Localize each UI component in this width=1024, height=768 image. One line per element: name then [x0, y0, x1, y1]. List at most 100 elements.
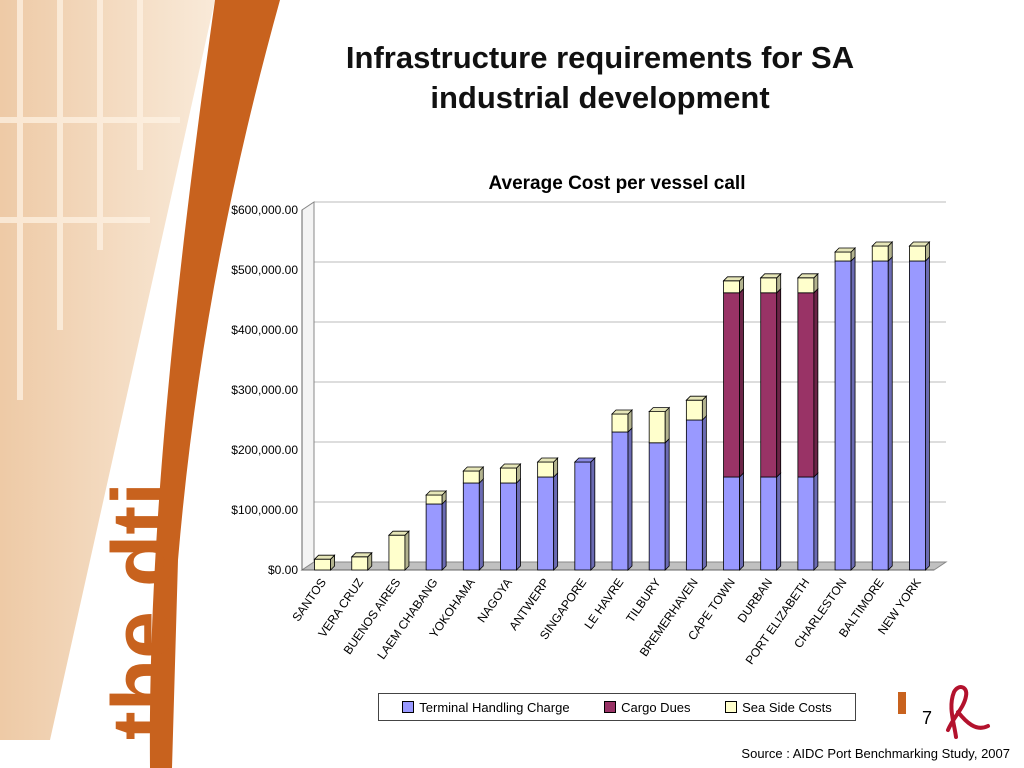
bar-top — [759, 273, 782, 279]
legend-swatch-cargo — [604, 701, 617, 713]
bar-side — [404, 530, 410, 571]
bar-segment — [425, 499, 447, 571]
bar-segment — [871, 256, 893, 571]
bar-front — [351, 556, 369, 571]
legend-swatch-terminal — [402, 701, 415, 713]
bar-front — [537, 476, 555, 571]
bar-front — [685, 419, 703, 571]
slide-title-line2: industrial development — [430, 80, 770, 115]
bar-front — [388, 534, 406, 571]
bar-front — [760, 476, 778, 571]
bar-side — [701, 415, 707, 571]
bar-segment — [611, 409, 633, 433]
bar-segment — [723, 287, 744, 478]
legend-item-terminal: Terminal Handling Charge — [402, 699, 570, 715]
bars — [313, 241, 931, 571]
bar-front — [797, 277, 815, 294]
bar-top — [462, 466, 485, 472]
bar-front — [537, 461, 555, 478]
bar-top — [648, 407, 671, 413]
bar-segment — [760, 287, 782, 478]
legend: Terminal Handling Charge Cargo Dues Sea … — [378, 693, 856, 721]
bar-segment — [834, 247, 857, 262]
bar-front — [685, 399, 703, 421]
bar-front — [909, 245, 926, 262]
bar-segment — [462, 478, 484, 571]
bar-segment — [797, 287, 819, 478]
x-tick-label: NAGOYA — [475, 576, 515, 625]
bar-front — [500, 467, 517, 484]
legend-label-terminal: Terminal Handling Charge — [419, 699, 570, 715]
x-tick-label: SANTOS — [289, 576, 329, 624]
bar-side — [776, 472, 782, 571]
bar-top — [722, 276, 745, 282]
bar-segment — [648, 406, 671, 444]
y-tick-label: $500,000.00 — [231, 263, 298, 277]
bar-segment — [537, 472, 559, 571]
bar-front — [834, 251, 852, 262]
bar-front — [797, 476, 815, 571]
bar-top — [796, 273, 819, 279]
bar-segment — [685, 415, 707, 571]
bar-top — [536, 457, 559, 463]
ribbon-logo-icon — [898, 685, 990, 739]
bar-side — [664, 437, 670, 571]
source-note: Source : AIDC Port Benchmarking Study, 2… — [741, 746, 1010, 761]
y-tick-label: $400,000.00 — [231, 323, 298, 337]
bar-top — [871, 241, 894, 247]
bar-top — [425, 490, 448, 496]
bar-segment — [722, 275, 745, 294]
bar-top — [611, 409, 633, 415]
side-wall — [301, 201, 315, 571]
bar-segment — [350, 551, 373, 571]
bar-segment — [909, 256, 930, 571]
bar-side — [516, 478, 521, 571]
bar-side — [478, 478, 484, 571]
bar-segment — [908, 241, 931, 262]
bar-front — [611, 431, 629, 571]
legend-item-cargo: Cargo Dues — [604, 699, 691, 715]
bar-side — [739, 472, 744, 571]
bar-front — [648, 411, 666, 444]
bar-side — [627, 427, 633, 571]
bar-segment — [648, 437, 670, 571]
bar-side — [813, 472, 819, 571]
bar-segment — [759, 272, 782, 294]
bar-front — [871, 260, 889, 571]
bar-segment — [536, 457, 559, 478]
brand-decoration: the dti — [0, 0, 280, 768]
bar-front — [500, 482, 517, 571]
bar-front — [425, 503, 443, 571]
bar-front — [723, 280, 740, 294]
bar-segment — [760, 472, 782, 571]
bar-top — [685, 395, 708, 401]
bar-top — [387, 530, 410, 536]
y-tick-label: $600,000.00 — [231, 203, 298, 217]
page-number: 7 — [922, 708, 933, 728]
bar-top — [350, 552, 373, 558]
bar-segment — [834, 256, 856, 571]
tick-labels: $0.00 $100,000.00 $200,000.00 $300,000.00 $4… — [231, 203, 924, 667]
bar-segment — [611, 427, 633, 571]
bar-front — [760, 292, 778, 478]
bar-front — [574, 461, 592, 571]
bar-front — [834, 260, 852, 571]
bar-top — [834, 247, 857, 253]
y-tick-label: $100,000.00 — [231, 503, 298, 517]
bar-side — [813, 287, 819, 478]
bar-front — [425, 494, 443, 505]
bar-segment — [313, 554, 336, 571]
bar-segment — [425, 490, 448, 505]
bar-front — [462, 470, 480, 484]
bar-front — [909, 260, 926, 571]
bar-segment — [871, 241, 894, 262]
bar-side — [441, 499, 447, 571]
bar-front — [723, 292, 740, 478]
bar-segment — [685, 395, 708, 421]
bar-segment — [797, 472, 819, 571]
bar-front — [314, 558, 331, 571]
legend-label-cargo: Cargo Dues — [621, 699, 691, 715]
bar-side — [664, 406, 670, 444]
bar-side — [850, 256, 856, 571]
